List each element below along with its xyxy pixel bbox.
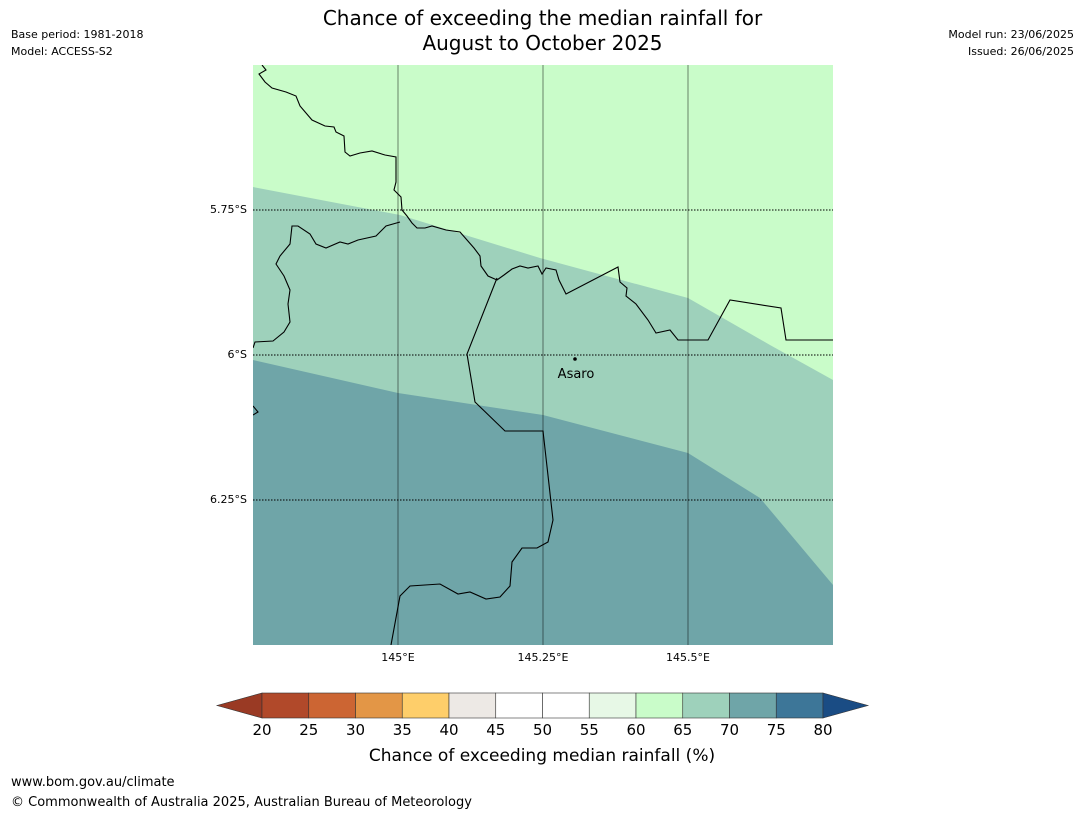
coastline-borders: [253, 65, 833, 645]
colorbar-segment: [588, 692, 637, 719]
title-line-1: Chance of exceeding the median rainfall …: [322, 6, 763, 30]
colorbar-tick-label: 35: [393, 721, 412, 739]
colorbar-over-triangle: [822, 692, 870, 719]
colorbar-tick-label: 80: [813, 721, 832, 739]
colorbar-segment: [635, 692, 684, 719]
coastline-edge-fragment: [253, 405, 259, 416]
colorbar-segment: [448, 692, 497, 719]
footer-url: www.bom.gov.au/climate: [11, 775, 175, 790]
lon-label-145-5: 145.5°E: [666, 651, 710, 664]
issued-text: Issued: 26/06/2025: [967, 45, 1074, 58]
colorbar-segment: [261, 692, 310, 719]
colorbar-segment: [775, 692, 824, 719]
asaro-label: Asaro: [558, 367, 595, 382]
colorbar-tick-label: 60: [626, 721, 645, 739]
colorbar-segment: [401, 692, 450, 719]
colorbar-segment: [355, 692, 403, 719]
lat-label-6: 6°S: [228, 348, 247, 361]
colorbar-segment: [729, 692, 777, 719]
title-line-2: August to October 2025: [422, 31, 663, 55]
colorbar-segments: [261, 692, 824, 719]
header-right-info: Model run: 23/06/2025 Issued: 26/06/2025: [948, 26, 1074, 60]
colorbar-tick-label: 75: [767, 721, 786, 739]
colorbar-segment: [495, 692, 543, 719]
colorbar-tick-label: 20: [252, 721, 271, 739]
coastline-west: [253, 221, 401, 349]
latitude-gridlines: [253, 209, 833, 501]
colorbar-segment: [308, 692, 356, 719]
province-border: [390, 277, 554, 645]
colorbar: 20 25 30 35 40 45 50 55 60 65 70 75 80 Chance of exc…: [215, 692, 870, 766]
colorbar-tick-label: 50: [533, 721, 552, 739]
model-run-text: Model run: 23/06/2025: [948, 28, 1074, 41]
colorbar-segment: [542, 692, 590, 719]
coastline-north: [258, 65, 833, 341]
colorbar-tick-label: 25: [299, 721, 318, 739]
longitude-labels: 145°E 145.25°E 145.5°E: [381, 651, 710, 664]
colorbar-tick-label: 40: [439, 721, 458, 739]
base-period-text: Base period: 1981-2018: [11, 28, 144, 41]
map-frame: Asaro: [253, 65, 833, 645]
probability-zone-70-75: [253, 360, 833, 645]
colorbar-tick-label: 55: [580, 721, 599, 739]
header-left-info: Base period: 1981-2018 Model: ACCESS-S2: [11, 26, 143, 60]
colorbar-label: Chance of exceeding median rainfall (%): [369, 746, 715, 766]
lat-label-5-75: 5.75°S: [210, 203, 247, 216]
footer-copyright: © Commonwealth of Australia 2025, Austra…: [11, 795, 472, 810]
colorbar-segment: [682, 692, 730, 719]
colorbar-tick-label: 45: [486, 721, 505, 739]
map-figure: Asaro 5.75°S 6°S 6.25°S 145°E 145.25°E 1…: [210, 65, 833, 664]
model-text: Model: ACCESS-S2: [11, 45, 113, 58]
lon-label-145: 145°E: [381, 651, 414, 664]
colorbar-ticks: 20 25 30 35 40 45 50 55 60 65 70 75 80: [252, 721, 832, 739]
lon-label-145-25: 145.25°E: [518, 651, 569, 664]
map-title: Chance of exceeding the median rainfall …: [0, 6, 1085, 56]
lat-label-6-25: 6.25°S: [210, 493, 247, 506]
colorbar-tick-label: 30: [346, 721, 365, 739]
asaro-marker: [573, 357, 577, 361]
colorbar-under-triangle: [215, 692, 263, 719]
colorbar-tick-label: 65: [673, 721, 692, 739]
colorbar-tick-label: 70: [720, 721, 739, 739]
latitude-labels: 5.75°S 6°S 6.25°S: [210, 203, 247, 506]
